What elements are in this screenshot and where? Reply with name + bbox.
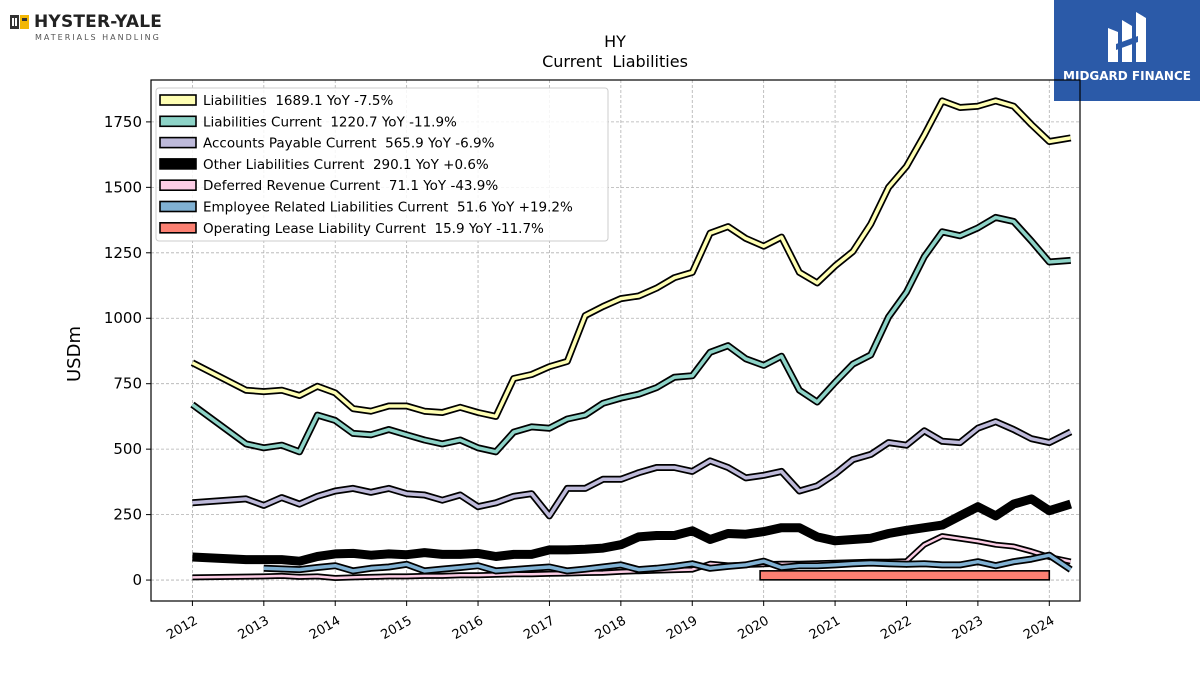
- publisher-logo: MIDGARD FINANCE: [1054, 0, 1200, 101]
- x-tick-label: 2019: [664, 613, 700, 643]
- series-line-accounts-payable-current: [192, 419, 1072, 518]
- series-liabilities: [190, 97, 1072, 420]
- y-tick-label: 250: [113, 506, 142, 524]
- series-liabilities-current: [190, 213, 1071, 456]
- series-other-liabilities-current: [192, 494, 1073, 566]
- company-logo: HYSTER-YALE MATERIALS HANDLING: [8, 10, 168, 46]
- series-line-liabilities: [191, 99, 1071, 419]
- y-tick-label: 750: [113, 375, 142, 393]
- legend-swatch: [159, 158, 197, 170]
- legend-swatch: [159, 222, 197, 234]
- legend-swatch: [159, 200, 197, 213]
- y-tick-label: 1750: [104, 113, 142, 131]
- legend-label: Accounts Payable Current 565.9 YoY -6.9%: [203, 136, 495, 152]
- midgard-mark-icon: [1108, 12, 1146, 62]
- legend-item-other-liabilities-current: Other Liabilities Current 290.1 YoY +0.6…: [159, 157, 489, 173]
- hyster-yale-mark-icon: [10, 15, 29, 29]
- company-name: HYSTER-YALE: [34, 12, 163, 32]
- y-axis-label: USDm: [64, 326, 85, 382]
- series-line-other-liabilities-current: [192, 494, 1073, 566]
- legend-label: Deferred Revenue Current 71.1 YoY -43.9%: [203, 178, 498, 194]
- chart-title: HY: [604, 32, 626, 51]
- legend-label: Liabilities Current 1220.7 YoY -11.9%: [203, 114, 457, 130]
- publisher-name: MIDGARD FINANCE: [1063, 69, 1191, 83]
- legend-item-liabilities: Liabilities 1689.1 YoY -7.5%: [159, 93, 393, 109]
- series-employee-related-liabilities-current: [263, 551, 1073, 575]
- y-tick-label: 1000: [104, 309, 142, 327]
- series-line-employee-related-liabilities-current: [263, 553, 1072, 573]
- legend-label: Other Liabilities Current 290.1 YoY +0.6…: [203, 157, 489, 173]
- series-operating-lease-liability-current: [759, 570, 1051, 581]
- x-tick-label: 2012: [164, 613, 200, 643]
- legend-swatch: [159, 94, 197, 106]
- x-tick-label: 2021: [807, 613, 843, 643]
- company-subtitle: MATERIALS HANDLING: [35, 33, 161, 42]
- x-tick-label: 2016: [450, 613, 486, 643]
- y-tick-label: 500: [113, 440, 142, 458]
- legend-item-liabilities-current: Liabilities Current 1220.7 YoY -11.9%: [159, 114, 457, 130]
- x-tick-label: 2020: [736, 613, 772, 643]
- legend-item-accounts-payable-current: Accounts Payable Current 565.9 YoY -6.9%: [159, 136, 495, 152]
- legend: Liabilities 1689.1 YoY -7.5% Liabilities …: [155, 87, 609, 242]
- y-tick-label: 1250: [104, 244, 142, 262]
- chart-subtitle: Current Liabilities: [542, 52, 688, 71]
- series-bar-operating-lease-liability-current: [759, 570, 1051, 581]
- plot-frame: [150, 79, 1081, 602]
- legend-label: Employee Related Liabilities Current 51.…: [203, 200, 573, 216]
- series-group: [190, 97, 1073, 581]
- x-tick-label: 2013: [236, 613, 272, 643]
- x-tick-label: 2018: [593, 613, 629, 643]
- x-tick-label: 2024: [1021, 613, 1057, 643]
- x-tick-label: 2022: [878, 613, 914, 643]
- series-line-liabilities-current: [191, 215, 1071, 454]
- legend-swatch: [159, 115, 197, 128]
- legend-item-employee-related-liabilities-current: Employee Related Liabilities Current 51.…: [159, 200, 573, 216]
- x-tick-label: 2017: [521, 613, 557, 643]
- y-tick-label: 0: [132, 571, 142, 589]
- legend-item-operating-lease-liability-current: Operating Lease Liability Current 15.9 Y…: [159, 221, 544, 237]
- legend-swatch: [159, 179, 197, 191]
- series-accounts-payable-current: [192, 418, 1073, 520]
- legend-label: Operating Lease Liability Current 15.9 Y…: [203, 221, 544, 237]
- legend-label: Liabilities 1689.1 YoY -7.5%: [203, 93, 393, 109]
- x-tick-label: 2023: [950, 613, 986, 643]
- legend-item-deferred-revenue-current: Deferred Revenue Current 71.1 YoY -43.9%: [159, 178, 498, 194]
- legend-box: [155, 87, 609, 242]
- series-outline-accounts-payable-current: [192, 418, 1073, 520]
- x-tick-label: 2015: [378, 613, 414, 643]
- y-tick-label: 1500: [104, 178, 142, 196]
- legend-swatch: [159, 136, 197, 149]
- x-tick-label: 2014: [307, 613, 343, 643]
